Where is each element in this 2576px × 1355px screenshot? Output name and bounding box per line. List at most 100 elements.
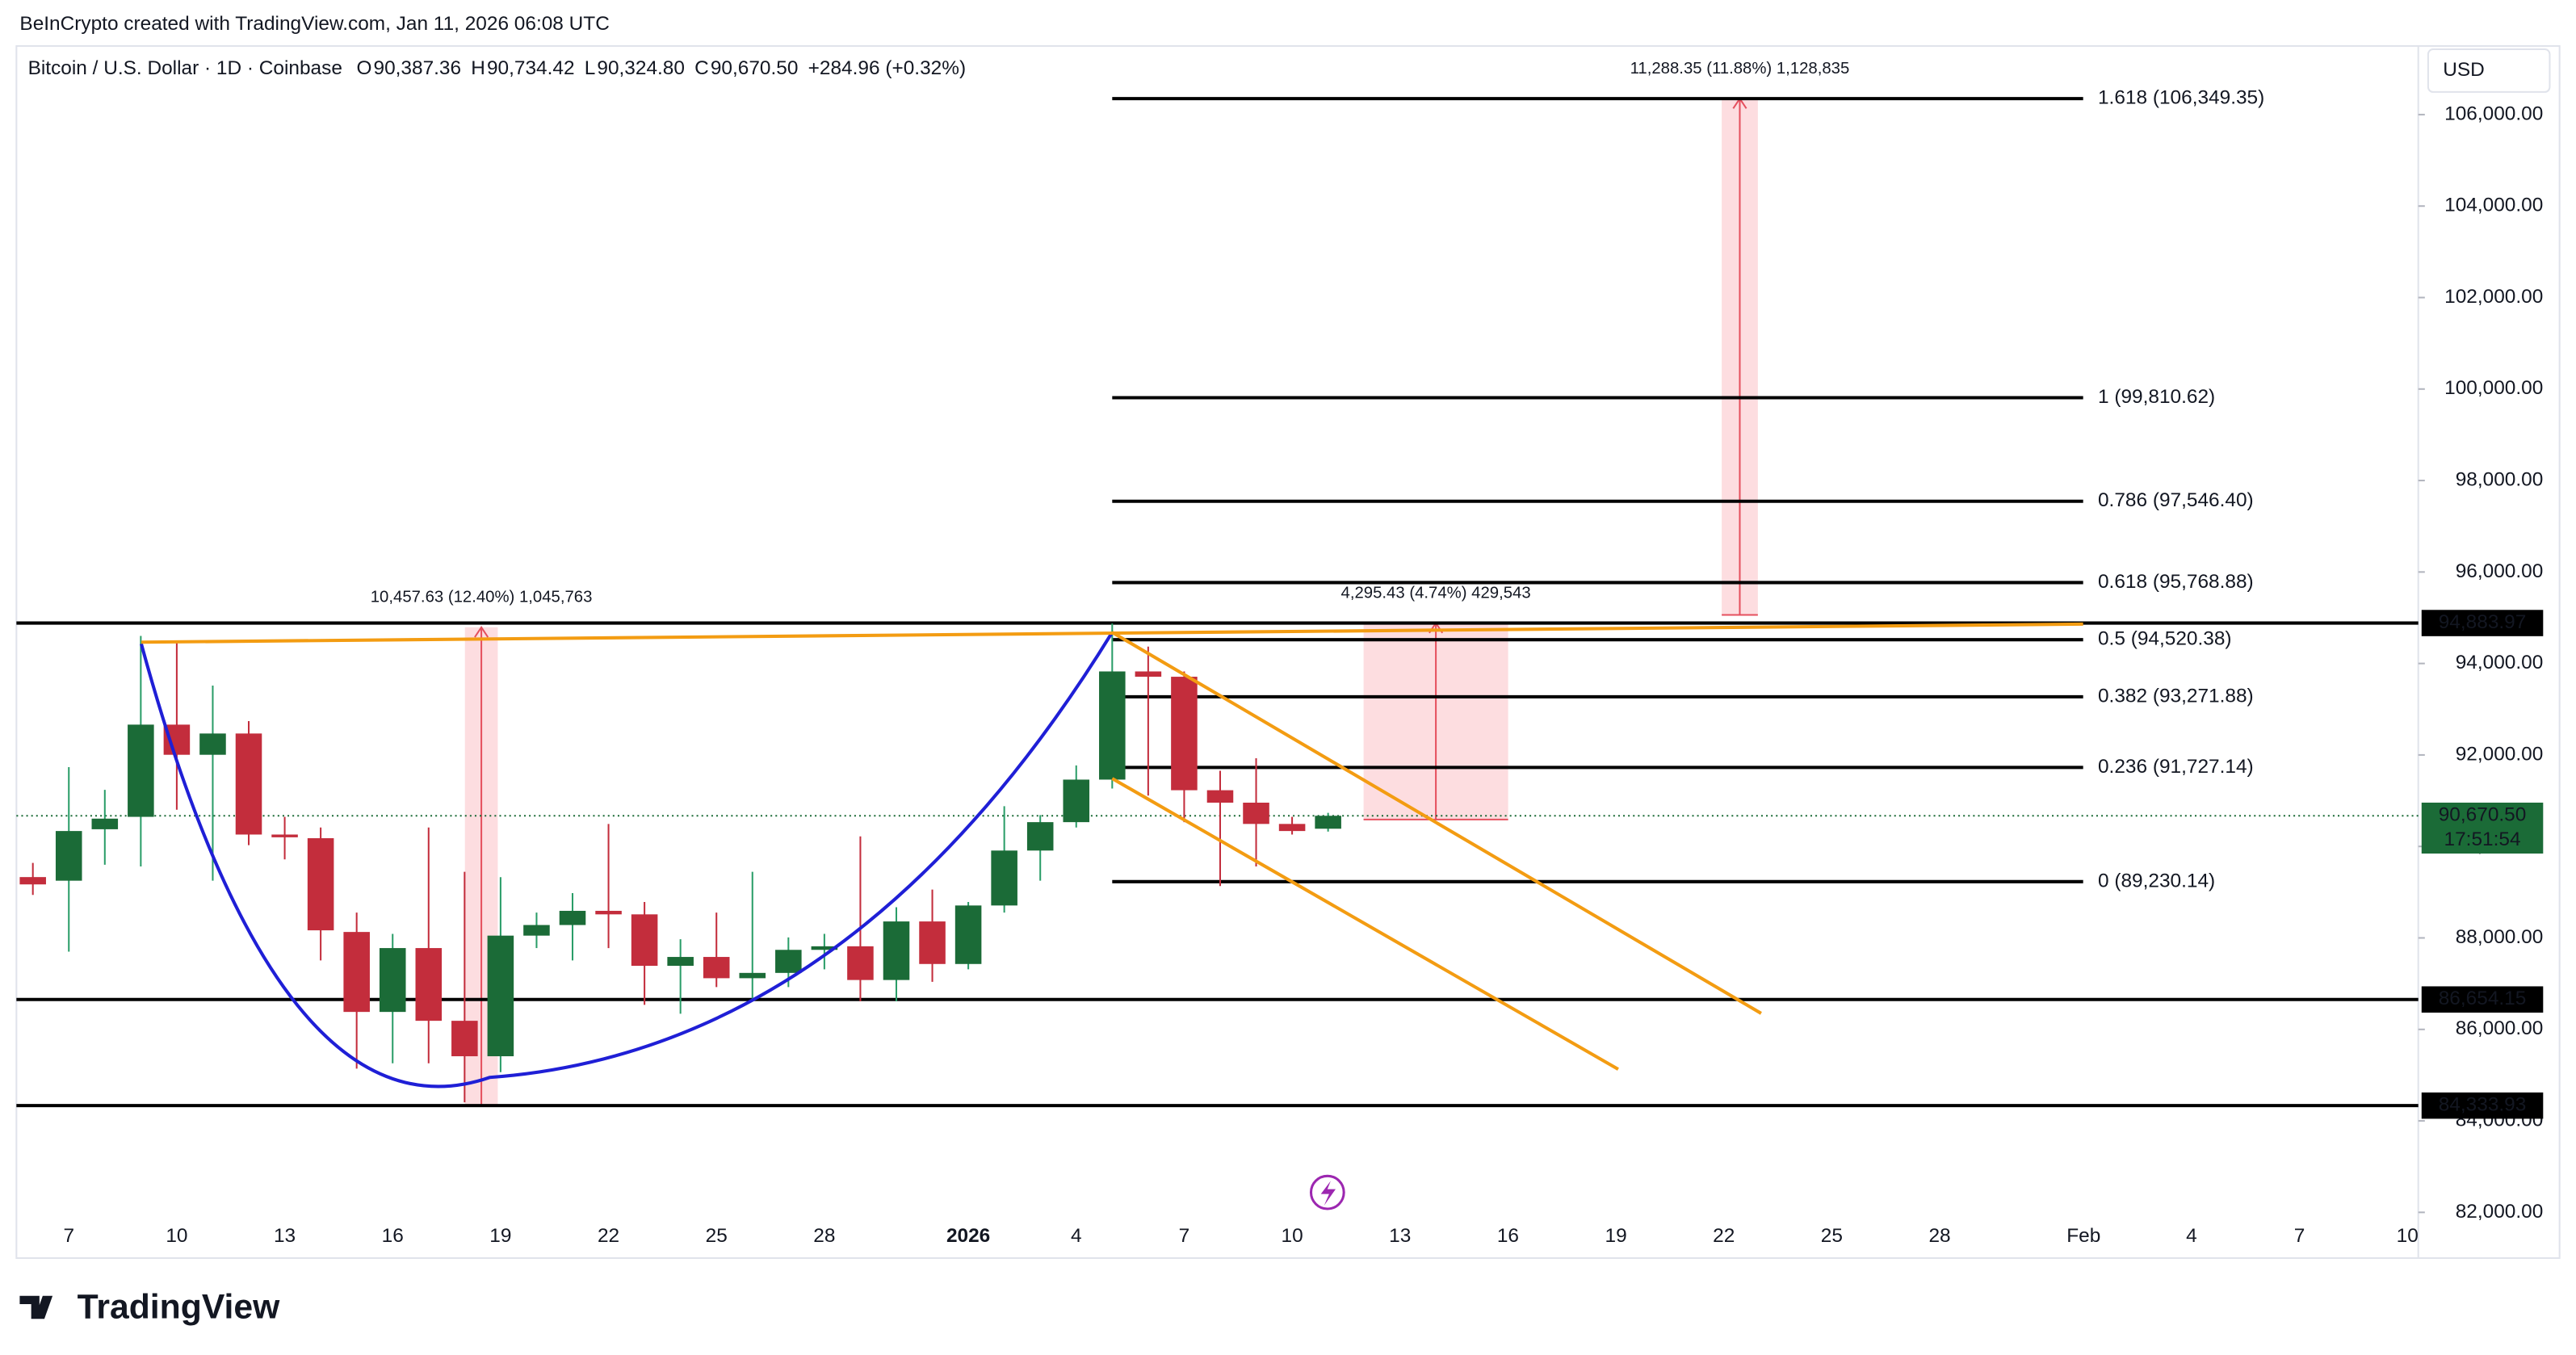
level-price-box <box>2421 610 2544 636</box>
y-tick-label: 106,000.00 <box>2444 103 2543 124</box>
fib-label: 0.5 (94,520.38) <box>2098 628 2232 650</box>
legend-key: H <box>471 57 485 79</box>
candle-body <box>271 834 298 837</box>
channel-upper <box>1111 631 1762 1015</box>
x-tick-label: 4 <box>1071 1225 1082 1247</box>
y-tick-label: 88,000.00 <box>2456 926 2544 948</box>
event-icon[interactable] <box>1309 1174 1345 1210</box>
candle-body <box>775 950 802 973</box>
candle-body <box>128 724 154 817</box>
candle-body <box>847 946 874 980</box>
x-tick-label: 7 <box>2294 1225 2305 1247</box>
candle-body <box>595 910 622 915</box>
chart-frame <box>15 44 2561 1260</box>
candle-body <box>1099 671 1126 780</box>
candle-body <box>379 948 406 1013</box>
x-tick-label: 25 <box>1821 1225 1843 1247</box>
candle-body <box>343 932 370 1013</box>
level-price-box <box>2421 1092 2544 1119</box>
last-price: 90,670.50 <box>2439 804 2527 826</box>
x-tick-label: 7 <box>63 1225 74 1247</box>
legend-value: 90,734.42 <box>487 57 575 79</box>
candle-body <box>1315 816 1341 829</box>
countdown: 17:51:54 <box>2444 829 2521 850</box>
cup-curve <box>139 631 1114 1089</box>
y-tick-label: 82,000.00 <box>2456 1201 2544 1223</box>
level-price: 86,654.15 <box>2439 988 2527 1009</box>
currency[interactable]: USD <box>2443 59 2485 81</box>
candle-body <box>667 957 694 967</box>
level-price-box <box>2421 986 2544 1013</box>
x-tick-label: 16 <box>382 1225 404 1247</box>
x-tick-label: 10 <box>1282 1225 1303 1247</box>
candle-body <box>991 850 1017 906</box>
measure-label: 11,288.35 (11.88%) 1,128,835 <box>1630 60 1850 78</box>
level-price: 94,883.97 <box>2439 611 2527 633</box>
measure-label: 10,457.63 (12.40%) 1,045,763 <box>371 589 593 606</box>
candle-body <box>199 733 226 755</box>
x-tick-label: 19 <box>1605 1225 1626 1247</box>
fib-label: 0 (89,230.14) <box>2098 870 2215 891</box>
y-tick-label: 98,000.00 <box>2456 469 2544 491</box>
candle-body <box>91 818 119 829</box>
candle-body <box>1206 790 1234 803</box>
legend-value: 90,387.36 <box>373 57 461 79</box>
candle-body <box>523 925 550 936</box>
x-tick-label: 13 <box>1389 1225 1411 1247</box>
legend-key: O <box>356 57 371 79</box>
x-tick-label: 10 <box>2397 1225 2419 1247</box>
y-tick-label: 96,000.00 <box>2456 560 2544 582</box>
x-tick-label: 7 <box>1179 1225 1190 1247</box>
x-tick-label: 19 <box>489 1225 511 1247</box>
y-tick-label: 86,000.00 <box>2456 1017 2544 1039</box>
x-tick-label: 16 <box>1497 1225 1519 1247</box>
x-tick-label: 10 <box>166 1225 187 1247</box>
currency-box[interactable] <box>2427 48 2551 93</box>
measure-label: 4,295.43 (4.74%) 429,543 <box>1341 584 1531 602</box>
legend-value: 90,670.50 <box>711 57 799 79</box>
y-tick-label: 100,000.00 <box>2444 377 2543 399</box>
legend-value: 90,324.80 <box>597 57 685 79</box>
candle-body <box>307 838 334 931</box>
header: BeInCrypto created with TradingView.com,… <box>19 13 609 35</box>
candle-body <box>1063 779 1090 823</box>
candle-body <box>415 948 443 1021</box>
legend-change: +284.96 (+0.32%) <box>808 57 966 79</box>
fib-label: 1.618 (106,349.35) <box>2098 87 2264 109</box>
measure-arrowhead <box>474 625 489 638</box>
fib-label: 0.382 (93,271.88) <box>2098 685 2254 707</box>
fib-label: 1 (99,810.62) <box>2098 386 2215 408</box>
y-tick-label: 92,000.00 <box>2456 743 2544 765</box>
y-tick-label: 102,000.00 <box>2444 286 2543 308</box>
x-tick-label: 2026 <box>946 1225 990 1247</box>
y-tick-label: 104,000.00 <box>2444 195 2543 216</box>
fib-label: 0.786 (97,546.40) <box>2098 489 2254 511</box>
candle-body <box>631 914 658 967</box>
x-tick-label: 28 <box>813 1225 835 1247</box>
legend-key: L <box>585 57 596 79</box>
fib-label: 0.618 (95,768.88) <box>2098 571 2254 593</box>
candle-body <box>1278 824 1306 832</box>
candle-body <box>1026 822 1054 851</box>
x-tick-label: 28 <box>1928 1225 1950 1247</box>
candle-body <box>1243 803 1269 824</box>
candle-body <box>559 910 586 925</box>
candle-body <box>487 935 514 1057</box>
plot <box>16 97 2419 1108</box>
candle-body <box>739 972 766 979</box>
candle-body <box>55 831 82 881</box>
x-tick-label: 22 <box>1713 1225 1735 1247</box>
candle-body <box>919 921 946 964</box>
candle-body <box>883 921 910 980</box>
brand: TradingView <box>78 1287 281 1326</box>
candle-body <box>19 877 46 885</box>
x-tick-label: Feb <box>2066 1225 2100 1247</box>
legend-key: C <box>694 57 709 79</box>
x-tick-label: 4 <box>2186 1225 2197 1247</box>
symbol: Bitcoin / U.S. Dollar · 1D · Coinbase <box>28 57 342 79</box>
x-tick-label: 22 <box>598 1225 619 1247</box>
candle-body <box>235 733 262 835</box>
